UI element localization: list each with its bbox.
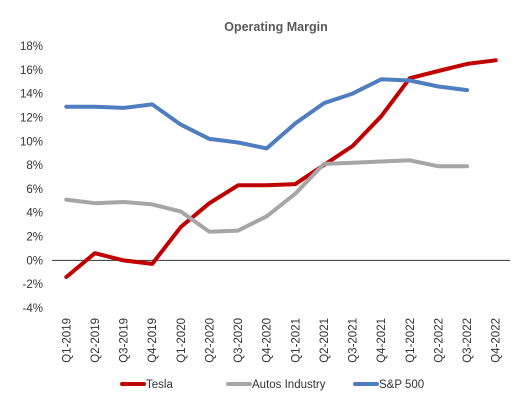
x-tick-label: Q1-2019 [61, 318, 73, 363]
legend-label-autos-industry: Autos Industry [252, 379, 326, 391]
x-tick-label: Q3-2019 [119, 318, 131, 363]
x-tick-label: Q2-2022 [433, 318, 445, 363]
x-tick-label: Q2-2019 [90, 318, 102, 363]
x-tick-label: Q1-2021 [290, 318, 302, 363]
y-tick-label: 16% [20, 65, 43, 77]
y-tick-label: -4% [23, 303, 43, 315]
x-tick-label: Q2-2021 [319, 318, 331, 363]
series-line-autos-industry [64, 158, 470, 234]
series-group [64, 58, 498, 279]
x-tick-label: Q4-2021 [376, 318, 388, 363]
legend-label-s-p-500: S&P 500 [379, 379, 424, 391]
x-tick-label: Q3-2021 [348, 318, 360, 363]
series-line-tesla [64, 58, 498, 279]
y-tick-label: 0% [26, 255, 43, 267]
y-tick-label: 6% [26, 184, 43, 196]
x-axis: Q1-2019 Q2-2019 Q3-2019 Q4-2019 Q1-2020 Q2-20… [61, 318, 502, 363]
x-tick-label: Q1-2022 [405, 318, 417, 363]
x-tick-label: Q4-2022 [491, 318, 503, 363]
y-tick-label: 10% [20, 136, 43, 148]
y-axis: -4% -2% 0% 2% 4% 6% 8% 10% 12% 14% 16% 18% [20, 41, 43, 315]
y-tick-label: -2% [23, 279, 43, 291]
y-tick-label: 2% [26, 232, 43, 244]
x-tick-label: Q4-2020 [262, 318, 274, 363]
legend: Tesla Autos Industry S&P 500 [120, 379, 424, 391]
x-tick-label: Q3-2020 [233, 318, 245, 363]
x-tick-label: Q1-2020 [176, 318, 188, 363]
y-tick-label: 14% [20, 89, 43, 101]
x-tick-label: Q4-2019 [147, 318, 159, 363]
chart-title: Operating Margin [224, 20, 327, 34]
series-line-s-p-500 [64, 77, 470, 151]
y-tick-label: 12% [20, 112, 43, 124]
x-tick-label: Q2-2020 [204, 318, 216, 363]
x-tick-label: Q3-2022 [462, 318, 474, 363]
y-tick-label: 8% [26, 160, 43, 172]
y-tick-label: 4% [26, 208, 43, 220]
y-tick-label: 18% [20, 41, 43, 53]
legend-label-tesla: Tesla [146, 379, 173, 391]
